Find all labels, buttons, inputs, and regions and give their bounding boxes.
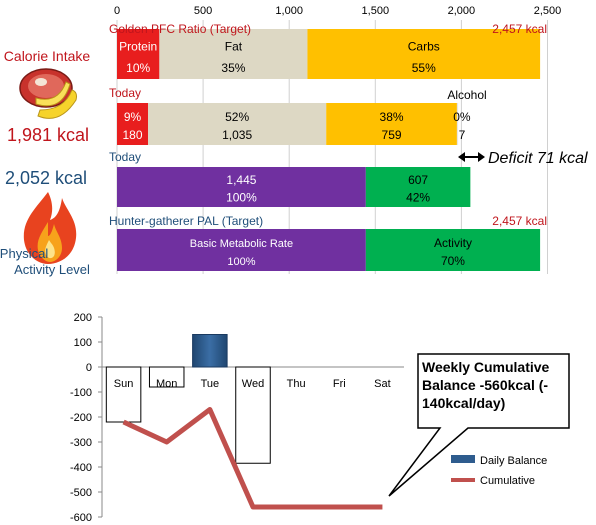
top-x-tick-label: 0 bbox=[114, 5, 120, 17]
segment-value: 55% bbox=[412, 61, 436, 75]
segment-label: 38% bbox=[380, 110, 404, 124]
calorie-intake-label: Calorie Intake bbox=[4, 48, 91, 64]
legend: Daily Balance Cumulative bbox=[451, 455, 547, 487]
y-tick-label: -300 bbox=[70, 437, 92, 449]
bar-segment bbox=[456, 103, 459, 145]
y-tick-label: -200 bbox=[70, 412, 92, 424]
cumulative-line bbox=[122, 407, 383, 510]
calorie-intake-value: 1,981 kcal bbox=[7, 125, 89, 145]
segment-label: 607 bbox=[408, 173, 428, 187]
top-bars: Protein 10% Fat 35% Carbs 55% 9% 180 52% 1,035 38%… bbox=[117, 29, 541, 271]
y-tick-label: 0 bbox=[86, 362, 92, 374]
segment-value: 7 bbox=[459, 128, 466, 142]
row-label: Today bbox=[109, 150, 141, 164]
day-label: Mon bbox=[156, 378, 177, 390]
segment-value: 42% bbox=[406, 190, 430, 204]
pfc-energy-chart: 0 500 1,000 1,500 2,000 2,500 Protein 10% Fat 35… bbox=[109, 5, 588, 274]
segment-label: 1,445 bbox=[226, 173, 256, 187]
bar-segment bbox=[365, 167, 471, 207]
legend-swatch-daily-balance bbox=[451, 455, 475, 463]
daily-balance-bars bbox=[105, 334, 271, 464]
day-label: Sat bbox=[374, 378, 391, 390]
segment-value: 35% bbox=[221, 61, 245, 75]
top-x-tick-label: 2,000 bbox=[448, 5, 476, 17]
bar-segment bbox=[117, 229, 366, 271]
day-label: Wed bbox=[242, 378, 264, 390]
segment-label: Activity bbox=[434, 236, 472, 250]
alcohol-label: Alcohol bbox=[447, 88, 486, 102]
activity-value: 2,052 kcal bbox=[5, 168, 87, 188]
food-icon bbox=[19, 68, 77, 119]
top-x-tick-labels: 0 500 1,000 1,500 2,000 2,500 bbox=[114, 5, 561, 17]
y-tick-label: -100 bbox=[70, 387, 92, 399]
row-label: Golden PFC Ratio (Target) bbox=[109, 22, 251, 36]
daily-balance-bar bbox=[235, 366, 271, 464]
row-total-label: 2,457 kcal bbox=[492, 214, 547, 228]
segment-label: 9% bbox=[124, 110, 142, 124]
activity-label-line1: Physical bbox=[0, 246, 48, 261]
day-labels: Sun Mon Tue Wed Thu Fri Sat bbox=[114, 378, 391, 390]
weekly-balance-chart: 200 100 0 -100 -200 -300 -400 -500 -600 Sun Mon Tu… bbox=[70, 312, 570, 524]
cumulative-series-line bbox=[122, 407, 383, 510]
daily-balance-bar bbox=[192, 334, 228, 368]
bar-segment bbox=[159, 29, 308, 79]
deficit-label: Deficit 71 kcal bbox=[488, 150, 588, 167]
legend-label-cumulative: Cumulative bbox=[480, 475, 535, 487]
bar-segment bbox=[326, 103, 457, 145]
segment-label: 0% bbox=[453, 110, 471, 124]
deficit-arrow-icon bbox=[458, 152, 485, 162]
segment-label: Fat bbox=[225, 40, 243, 54]
activity-label-line2: Activity Level bbox=[14, 262, 90, 277]
y-tick-label: 100 bbox=[74, 337, 92, 349]
daily-balance-bar bbox=[148, 366, 185, 388]
y-tick-label: -400 bbox=[70, 462, 92, 474]
segment-value: 100% bbox=[227, 256, 255, 268]
legend-label-daily-balance: Daily Balance bbox=[480, 455, 547, 467]
segment-value: 759 bbox=[382, 128, 402, 142]
row-total-label: 2,457 kcal bbox=[492, 22, 547, 36]
bar-segment bbox=[117, 103, 148, 145]
row-label: Hunter-gatherer PAL (Target) bbox=[109, 214, 263, 228]
segment-value: 100% bbox=[226, 190, 257, 204]
y-tick-label: -600 bbox=[70, 512, 92, 524]
top-x-tick-label: 2,500 bbox=[534, 5, 562, 17]
y-tick-label: -500 bbox=[70, 487, 92, 499]
top-x-tick-label: 1,500 bbox=[362, 5, 390, 17]
segment-value: 1,035 bbox=[222, 128, 252, 142]
segment-value: 180 bbox=[122, 128, 142, 142]
day-label: Sun bbox=[114, 378, 134, 390]
segment-label: Protein bbox=[119, 40, 157, 54]
bar-segment bbox=[365, 229, 541, 271]
bar-segment bbox=[147, 103, 327, 145]
y-tick-label: 200 bbox=[74, 312, 92, 324]
day-label: Fri bbox=[333, 378, 346, 390]
segment-label: 52% bbox=[225, 110, 249, 124]
day-label: Tue bbox=[201, 378, 220, 390]
row-label: Today bbox=[109, 86, 141, 100]
segment-label: Carbs bbox=[408, 40, 440, 54]
flame-icon bbox=[23, 192, 77, 264]
segment-value: 10% bbox=[126, 61, 150, 75]
bar-segment bbox=[117, 29, 160, 79]
weekly-callout: Weekly Cumulative Balance -560kcal (-140k… bbox=[388, 353, 570, 497]
daily-balance-bar bbox=[105, 366, 142, 423]
top-x-tick-label: 500 bbox=[194, 5, 212, 17]
segment-label: Basic Metabolic Rate bbox=[190, 238, 293, 250]
day-label: Thu bbox=[287, 378, 306, 390]
segment-value: 70% bbox=[441, 254, 465, 268]
bar-segment bbox=[307, 29, 541, 79]
bar-segment bbox=[117, 167, 366, 207]
top-x-tick-label: 1,000 bbox=[275, 5, 303, 17]
left-panel: Calorie Intake 1,981 kcal 2,052 kcal Phy… bbox=[0, 48, 90, 277]
top-row-labels: Golden PFC Ratio (Target) 2,457 kcal Today… bbox=[109, 22, 547, 228]
callout-text: Weekly Cumulative Balance -560kcal (-140k… bbox=[422, 359, 550, 411]
